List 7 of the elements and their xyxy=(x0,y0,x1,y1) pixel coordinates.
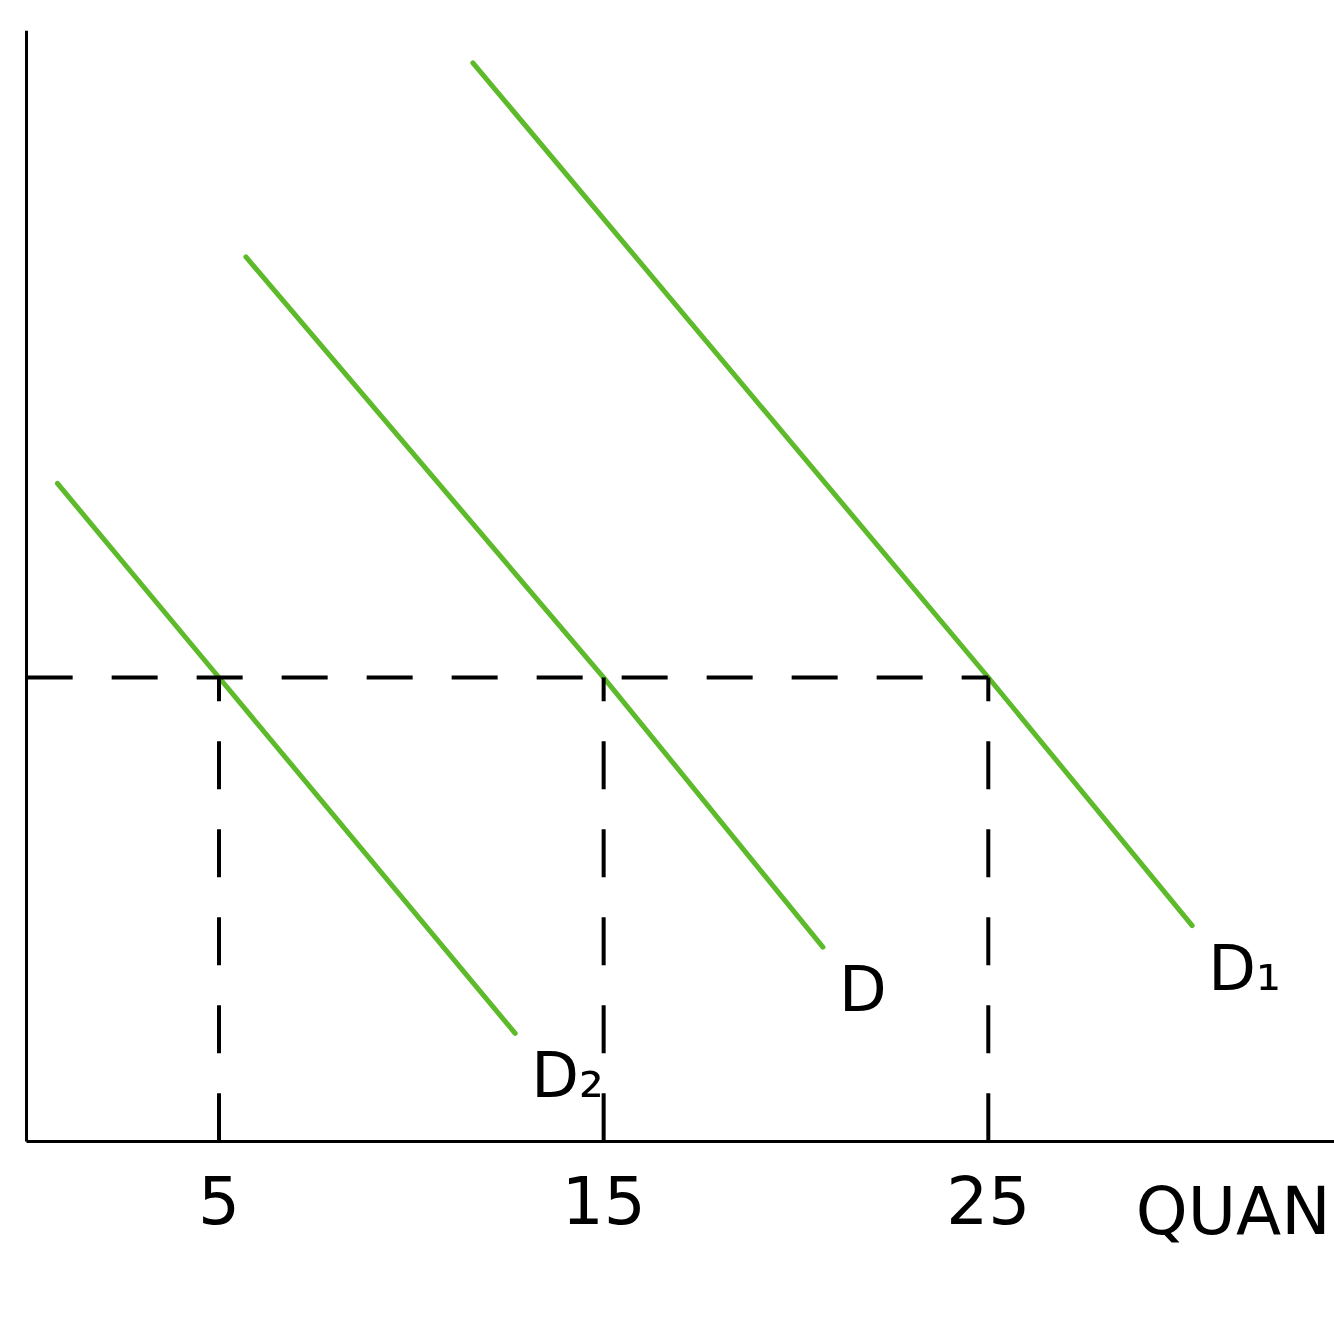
x-axis-title: QUAN xyxy=(1135,1173,1331,1251)
series-label: D₂ xyxy=(531,1039,604,1113)
x-tick-label: 15 xyxy=(561,1163,646,1241)
series-label: D₁ xyxy=(1208,931,1281,1005)
x-tick-label: 25 xyxy=(946,1163,1031,1241)
x-tick-label: 5 xyxy=(197,1163,240,1241)
series-label: D xyxy=(838,953,887,1027)
